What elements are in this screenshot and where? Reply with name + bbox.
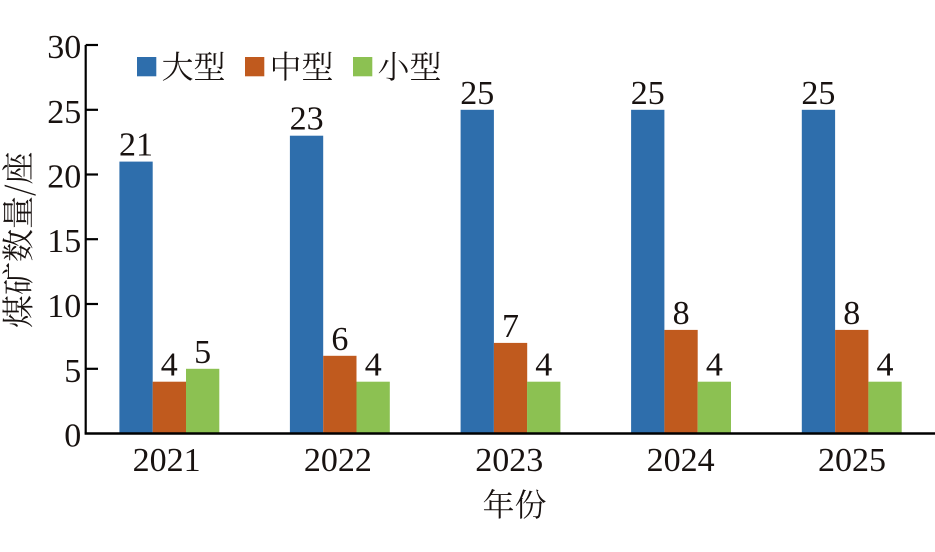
svg-text:25: 25 (631, 75, 665, 112)
svg-text:21: 21 (119, 127, 153, 164)
svg-text:4: 4 (365, 347, 382, 384)
svg-text:2022: 2022 (304, 442, 372, 479)
svg-text:8: 8 (673, 295, 690, 332)
svg-text:30: 30 (47, 29, 81, 66)
svg-text:6: 6 (331, 321, 348, 358)
svg-text:2021: 2021 (133, 442, 201, 479)
svg-text:8: 8 (843, 295, 860, 332)
svg-text:5: 5 (194, 334, 211, 371)
svg-text:7: 7 (502, 308, 519, 345)
svg-text:0: 0 (64, 418, 81, 455)
svg-text:2023: 2023 (475, 442, 543, 479)
svg-text:4: 4 (877, 347, 894, 384)
svg-text:25: 25 (460, 75, 494, 112)
svg-text:25: 25 (47, 94, 81, 131)
svg-text:23: 23 (290, 101, 324, 138)
svg-text:4: 4 (706, 347, 723, 384)
svg-text:20: 20 (47, 159, 81, 196)
svg-text:4: 4 (535, 347, 552, 384)
svg-text:2024: 2024 (647, 442, 715, 479)
svg-text:15: 15 (47, 223, 81, 260)
svg-text:4: 4 (161, 347, 178, 384)
svg-text:2025: 2025 (818, 442, 886, 479)
svg-text:10: 10 (47, 288, 81, 325)
svg-text:25: 25 (801, 75, 835, 112)
svg-text:5: 5 (64, 353, 81, 390)
